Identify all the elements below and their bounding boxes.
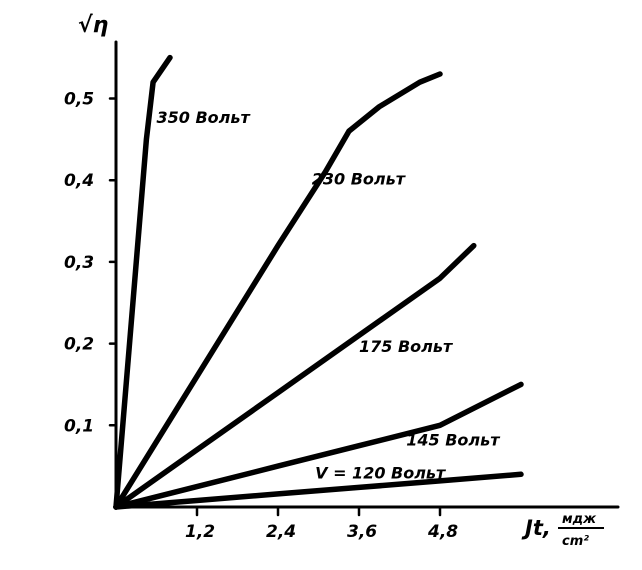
- series-label: V = 120 Вольт: [315, 463, 447, 482]
- y-tick-label: 0,3: [64, 253, 94, 273]
- x-tick-label: 1,2: [185, 522, 215, 542]
- x-axis-unit-denominator: cm²: [562, 534, 589, 549]
- y-tick-label: 0,1: [64, 416, 94, 436]
- y-tick-label: 0,2: [64, 335, 94, 355]
- series-line-3: [113, 381, 524, 510]
- series-line-4: [113, 471, 524, 510]
- series-label: 145 Вольт: [406, 431, 501, 450]
- x-tick-label: 3,6: [347, 522, 377, 542]
- y-tick-label: 0,5: [64, 90, 94, 110]
- y-axis-label: √η: [78, 13, 109, 38]
- x-tick-label: 4,8: [427, 522, 458, 542]
- series-label: 350 Вольт: [157, 108, 252, 127]
- x-axis-label: Jt,: [521, 516, 551, 540]
- series-labels-layer: 350 Вольт 230 Вольт 175 Вольт 145 Вольт V = …: [157, 108, 502, 482]
- series-line-2: [113, 242, 477, 510]
- series-label: 230 Вольт: [312, 169, 407, 188]
- series-line-0: [113, 54, 173, 510]
- series-line-1: [113, 71, 443, 510]
- ticks-layer: 1,2 2,4 3,6 4,8 0,1 0,2 0,3 0,4 0,5: [64, 90, 458, 543]
- x-tick-label: 2,4: [266, 522, 296, 542]
- series-label: 175 Вольт: [359, 337, 454, 356]
- x-axis-unit-numerator: мдж: [562, 512, 597, 527]
- y-tick-label: 0,4: [64, 171, 94, 191]
- series-layer: [113, 54, 524, 510]
